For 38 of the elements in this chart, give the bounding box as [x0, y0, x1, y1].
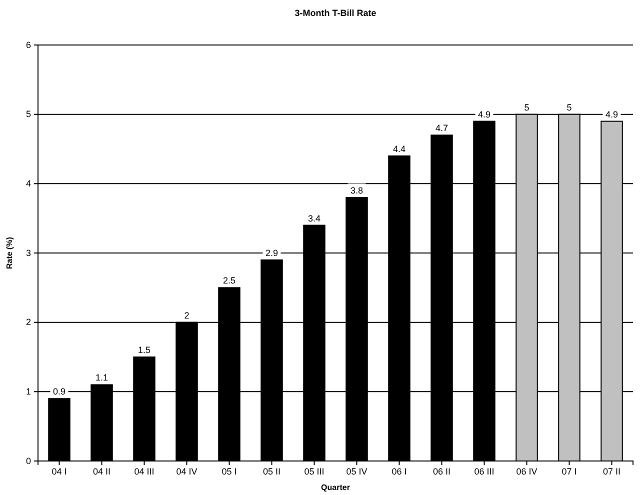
data-label: 5	[524, 102, 530, 112]
x-tick-label: 05 IV	[346, 466, 368, 476]
y-axis-title: Rate (%)	[5, 236, 14, 270]
x-tick-label: 04 I	[52, 466, 67, 476]
y-tick-label: 4	[26, 178, 31, 189]
data-label: 1.1	[95, 372, 108, 383]
x-tick-label: 04 IV	[176, 466, 198, 476]
x-tick-label: 04 II	[92, 466, 111, 476]
data-label: 4.9	[605, 109, 618, 120]
data-label: 3.4	[308, 213, 321, 224]
data-label: 3.8	[350, 186, 364, 196]
y-tick-label: 1	[26, 386, 31, 397]
x-tick-label: 05 II	[262, 466, 281, 476]
data-label: 4.4	[392, 144, 406, 154]
data-label: 0.9	[52, 386, 66, 397]
chart-title: 3-Month T-Bill Rate	[294, 8, 376, 18]
x-tick-label: 05 III	[304, 466, 324, 476]
y-tick-label: 5	[26, 109, 31, 120]
y-tick-label: 2	[26, 317, 31, 328]
data-label: 2	[184, 310, 190, 320]
data-label: 5	[566, 102, 572, 112]
y-tick-label: 0	[26, 456, 31, 466]
x-tick-label: 07 II	[602, 466, 621, 476]
x-tick-label: 06 IV	[516, 466, 538, 476]
x-tick-label: 05 I	[222, 466, 237, 476]
x-tick-label: 07 I	[562, 466, 577, 476]
x-tick-label: 06 II	[432, 466, 451, 476]
data-label: 4.7	[435, 123, 448, 134]
data-label: 1.5	[138, 345, 151, 355]
x-tick-label: 04 III	[134, 466, 154, 476]
x-tick-label: 06 I	[392, 466, 407, 476]
data-label: 4.9	[478, 109, 491, 120]
data-label: 2.5	[222, 276, 236, 286]
y-tick-label: 3	[26, 248, 31, 258]
x-tick-label: 06 III	[474, 466, 494, 476]
data-label: 2.9	[265, 248, 278, 258]
x-axis-title: Quarter	[321, 483, 350, 492]
y-tick-label: 6	[26, 40, 31, 50]
